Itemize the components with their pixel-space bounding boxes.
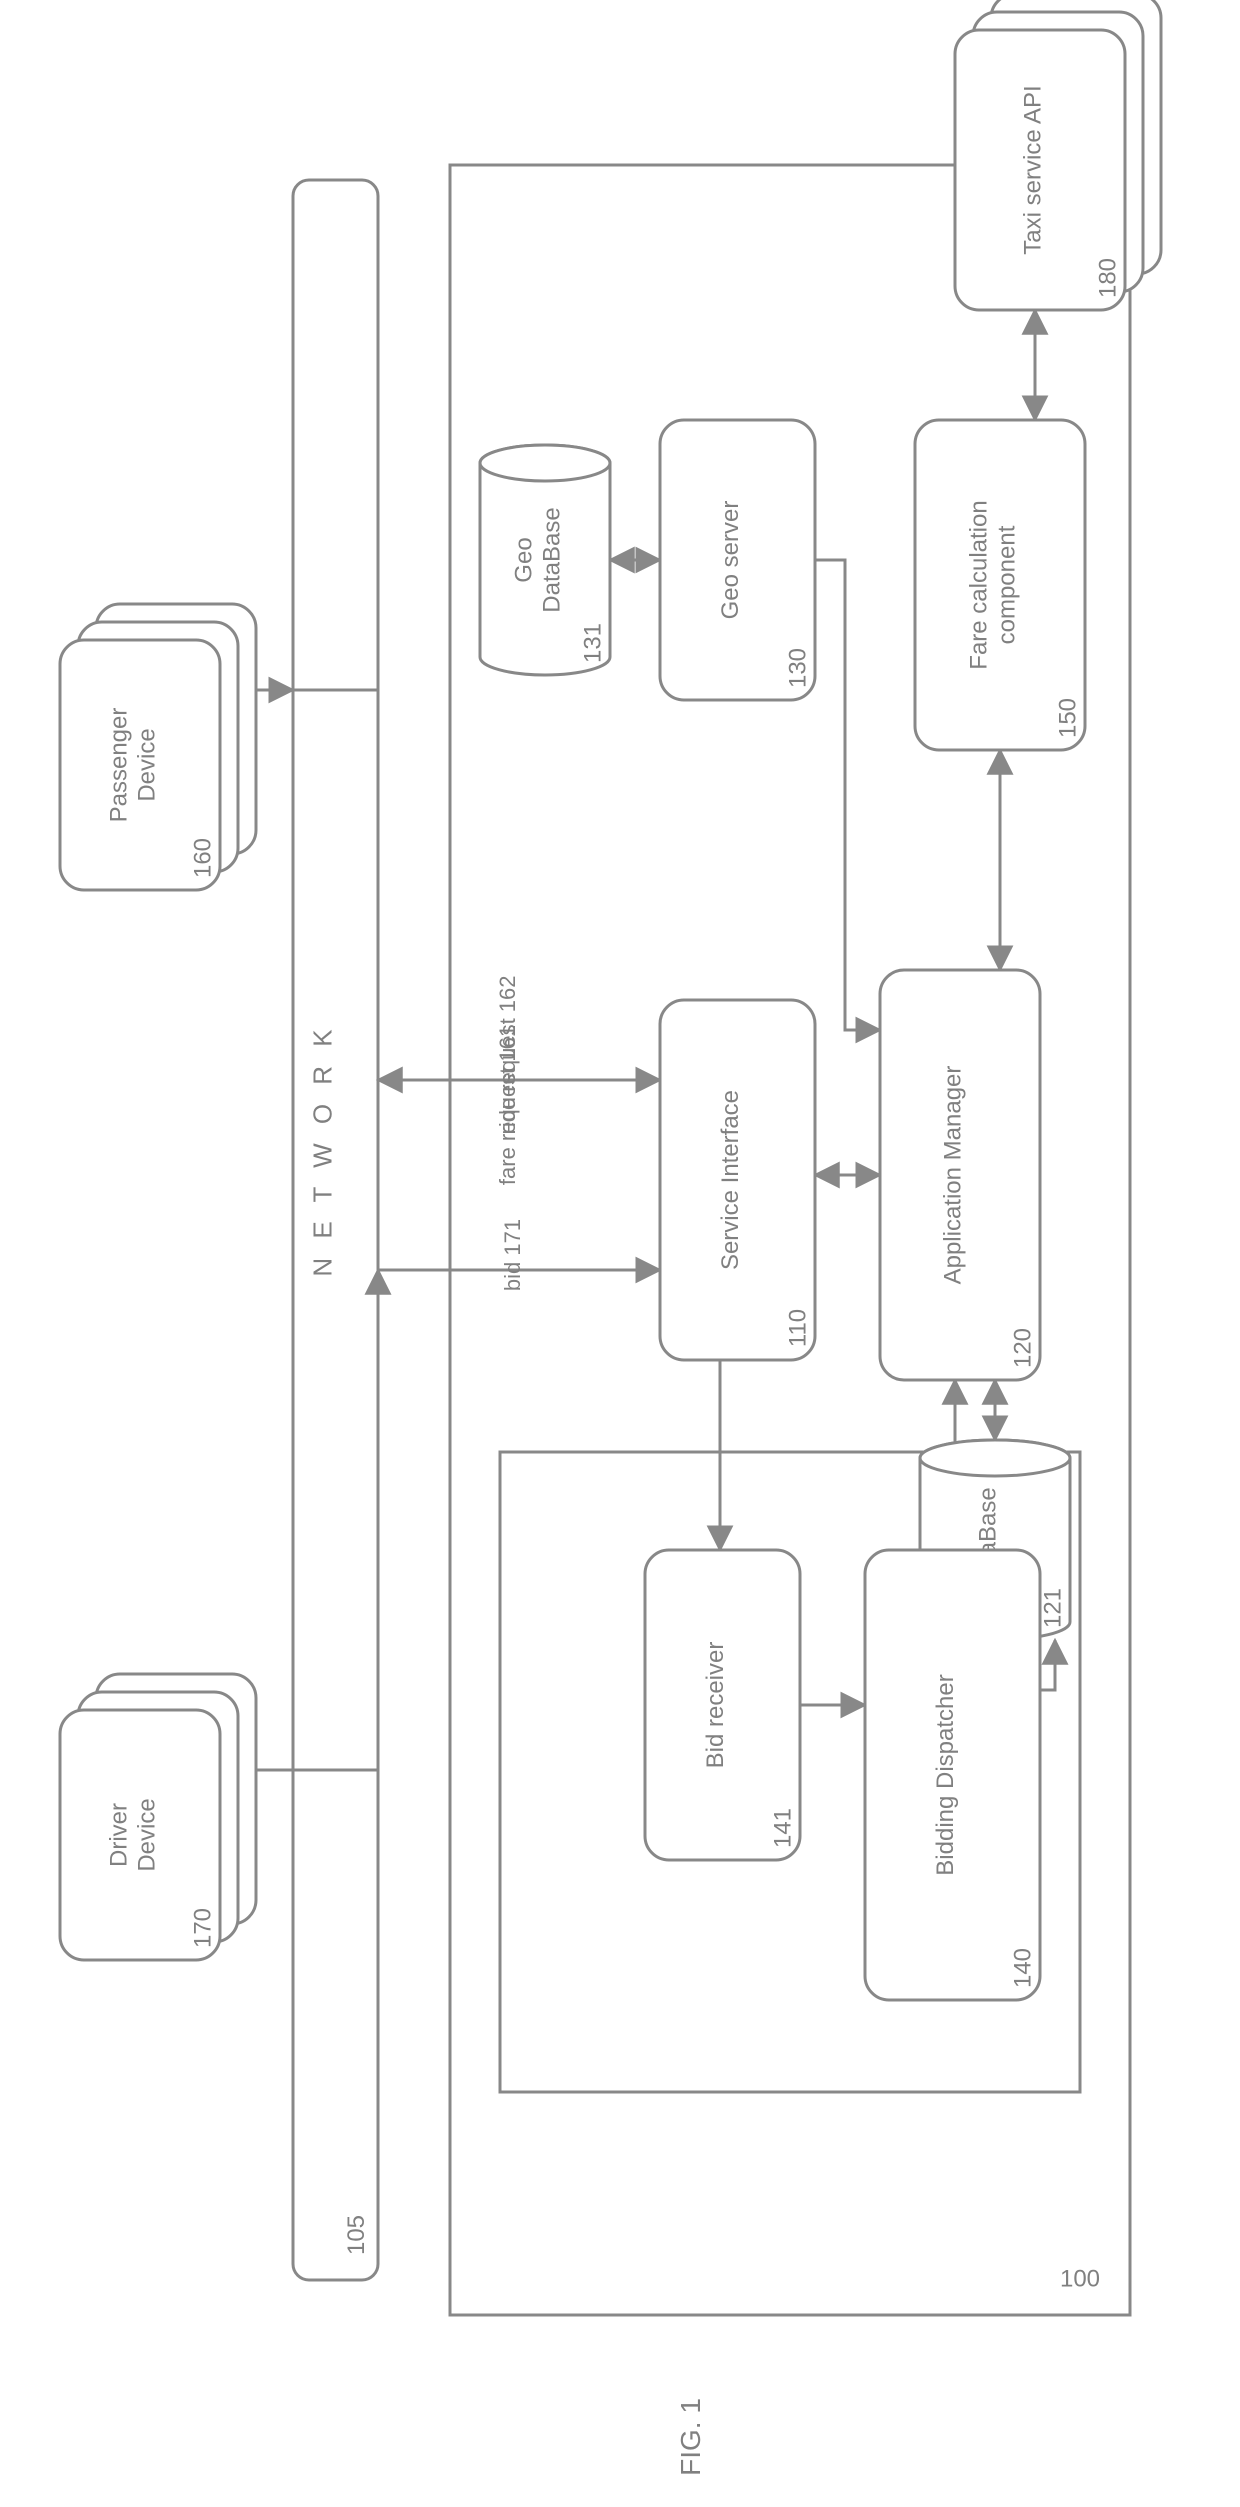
node-taxi_api: Taxi service API 180 [955, 0, 1161, 310]
edge-label-bid: bid 171 [500, 1219, 525, 1291]
node-number: 160 [189, 838, 216, 878]
node-label: Passenger [105, 708, 132, 823]
node-number: 170 [189, 1908, 216, 1948]
node-label: Bid receiver [702, 1642, 729, 1769]
node-number: 141 [769, 1808, 796, 1848]
edge-label-riderq_l2: fare request 161 [495, 1025, 520, 1185]
label-network: N E T W O R K [308, 1023, 338, 1276]
figure-caption: FIG. 1 [675, 2398, 706, 2476]
node-bid_disp: Bidding Dispatcher 140 [865, 1550, 1040, 2000]
node-fare_calc: Fare calculationcomponent 150 [915, 420, 1085, 750]
node-label: DataBase [538, 507, 565, 612]
node-label: Application Manager [939, 1066, 966, 1285]
label-network-num: 105 [343, 2215, 370, 2255]
node-geo_srv: Geo server 130 [660, 420, 815, 700]
edge-geo_app [815, 560, 880, 1030]
node-label: Fare calculation [965, 500, 992, 669]
node-label: Geo [510, 537, 537, 582]
node-label: Service Interface [717, 1090, 744, 1270]
architecture-diagram: 100N E T W O R K105offers 163ride reques… [0, 0, 1240, 2507]
node-geo_db: GeoDataBase 131 [480, 445, 610, 675]
node-label: Driver [105, 1803, 132, 1867]
node-app_mgr: Application Manager 120 [880, 970, 1040, 1380]
node-label: component [993, 525, 1020, 644]
node-label: Geo server [717, 501, 744, 620]
node-label: Device [133, 728, 160, 801]
node-label: Taxi service API [1019, 85, 1046, 254]
node-bid_recv: Bid receiver 141 [645, 1550, 800, 1860]
label-system-num: 100 [1060, 2265, 1100, 2292]
node-passenger: PassengerDevice 160 [60, 604, 256, 890]
node-service: Service Interface 110 [660, 1000, 815, 1360]
node-number: 150 [1054, 698, 1081, 738]
node-number: 121 [1039, 1588, 1066, 1628]
node-number: 110 [784, 1309, 811, 1347]
node-number: 130 [784, 648, 811, 688]
node-number: 180 [1094, 258, 1121, 298]
node-number: 140 [1009, 1948, 1036, 1988]
node-label: Bidding Dispatcher [932, 1674, 959, 1875]
edge-disp_db [1040, 1640, 1055, 1690]
node-number: 120 [1009, 1328, 1036, 1368]
node-label: Device [133, 1798, 160, 1871]
node-number: 131 [579, 623, 606, 663]
node-driver: DriverDevice 170 [60, 1674, 256, 1960]
